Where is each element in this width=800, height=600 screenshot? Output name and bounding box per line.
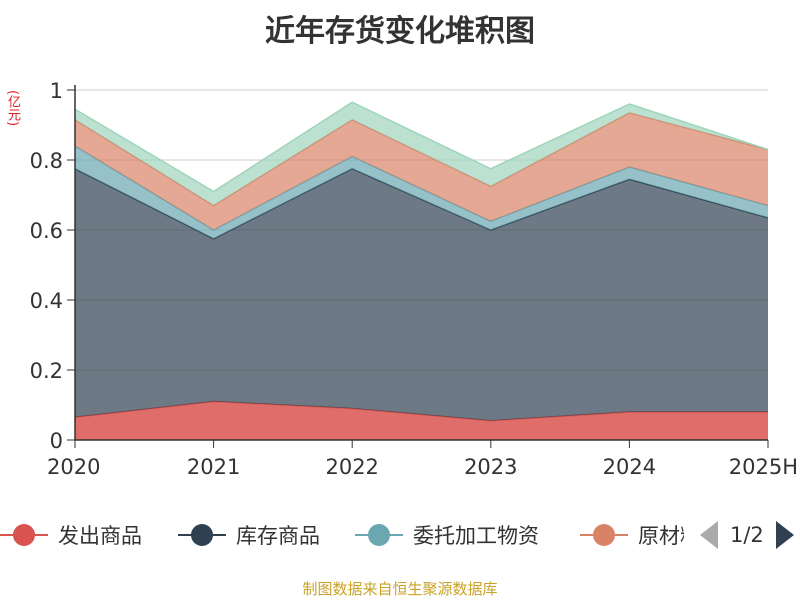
legend-item[interactable]: 原材料 (580, 515, 684, 555)
legend-marker-icon (580, 523, 628, 547)
axes: 0 0.2 0.4 0.6 0.8 1 2020 2021 2022 2023 2024 2025H (30, 79, 798, 479)
y-tick-label: 1 (50, 79, 63, 103)
legend-label: 原材料 (638, 524, 684, 548)
area-series-1 (75, 401, 768, 440)
legend-next-icon[interactable] (775, 521, 794, 549)
legend-label: 发出商品 (58, 524, 142, 548)
x-tick-label: 2023 (464, 455, 517, 479)
legend-item[interactable]: 委托加工物资 (355, 515, 539, 555)
y-tick-label: 0.8 (30, 149, 63, 173)
area-series-5 (75, 102, 768, 206)
legend-items: 发出商品 库存商品 委托加工物资 原材料 (0, 515, 684, 555)
x-tick-label: 2021 (187, 455, 240, 479)
chart-title: 近年存货变化堆积图 (265, 14, 535, 49)
legend-prev-icon[interactable] (700, 521, 718, 549)
x-tick-label: 2025H (729, 455, 798, 479)
area-series-3 (75, 146, 768, 239)
legend-marker-icon (0, 523, 48, 547)
legend-item[interactable]: 发出商品 (0, 515, 142, 555)
area-series-2 (75, 168, 768, 421)
x-tick-label: 2020 (47, 455, 100, 479)
area-series (74, 101, 769, 440)
legend-label: 委托加工物资 (413, 524, 539, 548)
y-tick-label: 0.2 (30, 359, 63, 383)
legend-marker-icon (355, 523, 403, 547)
source-note: 制图数据来自恒生聚源数据库 (302, 580, 498, 598)
legend-label: 库存商品 (236, 524, 320, 548)
legend-pager: 1/2 (700, 515, 794, 555)
legend-page-indicator: 1/2 (730, 523, 764, 547)
x-tick-label: 2024 (603, 455, 656, 479)
y-tick-label: 0.4 (30, 289, 63, 313)
x-tick-label: 2022 (325, 455, 378, 479)
area-series-4 (75, 112, 768, 230)
legend: 发出商品 库存商品 委托加工物资 原材料 1/2 (0, 515, 800, 555)
area-series-line-5 (74, 101, 769, 193)
legend-item[interactable]: 库存商品 (178, 515, 320, 555)
legend-marker-icon (178, 523, 226, 547)
y-axis-unit: (亿元) (5, 90, 20, 127)
y-tick-label: 0 (50, 429, 63, 453)
y-tick-label: 0.6 (30, 219, 63, 243)
